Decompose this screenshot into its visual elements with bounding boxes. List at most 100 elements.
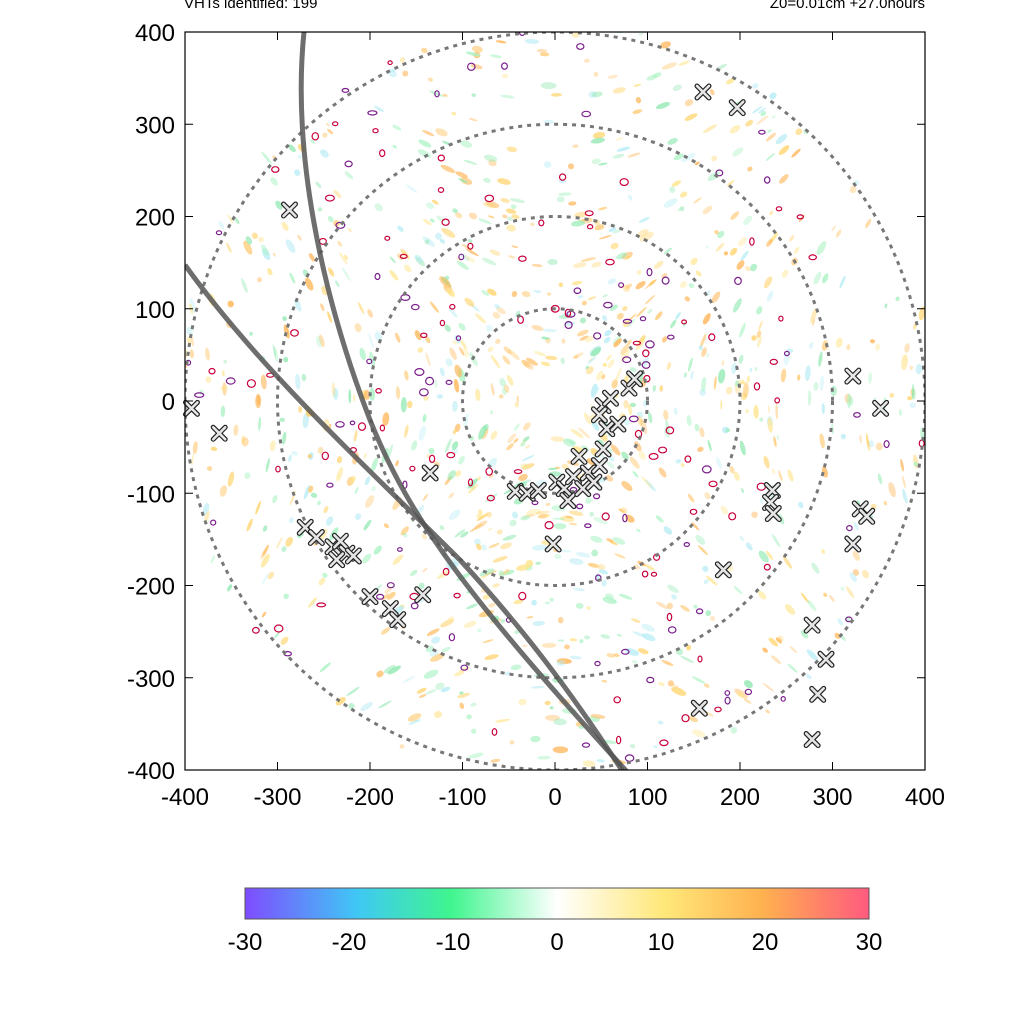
field-speckle (637, 415, 643, 426)
field-speckle (853, 522, 859, 531)
field-speckle (695, 270, 702, 277)
field-speckle (272, 494, 278, 504)
field-speckle (279, 417, 286, 422)
field-speckle (647, 308, 653, 314)
field-speckle (518, 473, 528, 481)
field-speckle (359, 347, 366, 361)
field-speckle (458, 322, 466, 331)
field-speckle (621, 481, 633, 491)
field-speckle (460, 531, 469, 538)
field-speckle (739, 535, 745, 542)
field-speckle (441, 646, 451, 653)
field-speckle (479, 568, 495, 577)
field-speckle (245, 236, 253, 245)
field-speckle (298, 406, 303, 413)
field-speckle (694, 423, 700, 432)
field-speckle (423, 669, 439, 679)
field-speckle (648, 279, 657, 286)
field-speckle (360, 702, 373, 712)
field-speckle (205, 376, 212, 384)
field-speckle (404, 264, 412, 273)
field-speckle (492, 556, 508, 563)
field-speckle (223, 359, 228, 364)
field-speckle (610, 444, 621, 456)
field-speckle (485, 324, 493, 332)
field-speckle (456, 260, 469, 270)
field-speckle (562, 438, 576, 447)
field-speckle (605, 474, 614, 482)
field-speckle (687, 493, 695, 503)
field-speckle (418, 425, 426, 442)
field-speckle (357, 301, 365, 314)
field-speckle (381, 593, 390, 601)
field-speckle (751, 335, 757, 341)
field-speckle (653, 745, 658, 749)
x-tick-label: -400 (161, 784, 209, 811)
field-speckle (574, 355, 579, 359)
field-speckle (752, 83, 759, 89)
field-speckle (613, 338, 622, 348)
field-speckle (323, 506, 329, 514)
field-speckle (285, 536, 294, 547)
field-speckle (757, 107, 767, 114)
field-speckle (533, 351, 546, 357)
field-speckle (684, 372, 687, 378)
field-speckle (516, 395, 519, 403)
field-speckle (616, 252, 627, 260)
field-speckle (636, 528, 641, 533)
contour-loop (576, 503, 584, 510)
vht-marker (361, 588, 379, 606)
contour-loop (399, 253, 408, 259)
contour-loop (708, 333, 716, 342)
field-speckle (458, 346, 465, 356)
field-speckle (686, 645, 692, 651)
field-speckle (765, 152, 775, 161)
field-speckle (514, 401, 520, 408)
field-speckle (348, 389, 352, 404)
x-tick-label: 300 (812, 784, 852, 811)
field-speckle (572, 144, 579, 149)
field-speckle (421, 533, 428, 540)
contour-loop (763, 176, 771, 184)
field-speckle (730, 727, 738, 734)
field-speckle (580, 317, 586, 324)
contour-loop (387, 60, 393, 66)
field-speckle (811, 562, 820, 574)
contour-loop (550, 304, 560, 313)
field-speckle (606, 461, 615, 469)
field-speckle (336, 456, 343, 464)
field-speckle (489, 54, 502, 59)
field-speckle (522, 463, 535, 470)
contour-loop (603, 301, 613, 309)
field-speckle (726, 78, 735, 85)
field-speckle (294, 298, 302, 312)
field-speckle (535, 510, 550, 515)
field-speckle (721, 360, 725, 366)
field-speckle (435, 232, 442, 240)
field-speckle (371, 485, 376, 492)
contour-loop (666, 334, 675, 340)
contour-loop (775, 206, 783, 212)
contour-loop (648, 452, 659, 460)
field-speckle (455, 212, 463, 219)
field-speckle (644, 279, 658, 290)
field-speckle (655, 102, 671, 110)
field-speckle (249, 331, 253, 336)
field-speckle (740, 250, 749, 261)
contour-loop (601, 512, 610, 521)
field-speckle (470, 728, 477, 734)
field-speckle (490, 430, 498, 440)
field-speckle (731, 362, 737, 375)
field-speckle (763, 276, 773, 289)
vht-marker (809, 685, 827, 703)
field-speckle (414, 330, 422, 341)
field-speckle (704, 492, 711, 500)
field-speckle (688, 716, 698, 723)
track-lines (185, 32, 629, 770)
field-speckle (743, 215, 753, 226)
field-speckle (645, 479, 656, 492)
field-speckle (365, 495, 375, 508)
contour-loop (622, 318, 633, 324)
field-speckle (495, 40, 507, 44)
field-speckle (768, 637, 778, 647)
